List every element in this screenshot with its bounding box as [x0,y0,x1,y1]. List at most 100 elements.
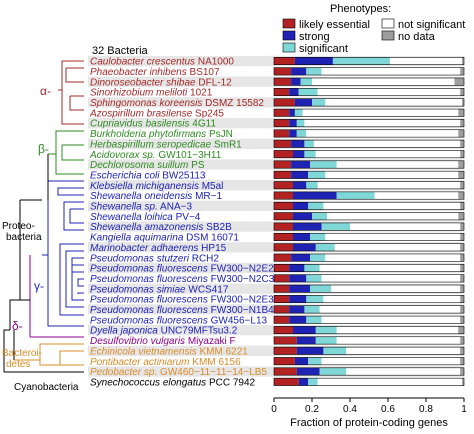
row-label-genus: Desulfovibrio vulgaris [90,336,185,347]
row-label-genus: Pontibacter actiniarum [90,357,190,368]
bar-segment-significant [306,295,324,303]
row-label-strain: PCC 7942 [206,377,255,388]
bar-segment-not-significant [325,98,463,107]
bar-segment-likely-essential [274,202,293,210]
bar-segment-not-significant [336,326,459,334]
row-label: Pseudomonas fluorescens FW300−N1B4 [90,305,274,316]
row-label-genus: Pseudomonas fluorescens [90,305,208,316]
bar-segment-strong [289,305,305,314]
chart-row: Acidovorax sp. GW101−3H11 [89,150,465,161]
legend: Phenotypes: likely essential strong sign… [282,3,465,55]
bar-segment-no-data [458,191,464,200]
row-label-strain: GW101−3H11 [156,150,222,161]
bar-segment-significant [312,212,328,220]
bar-segment-significant [321,222,350,231]
bar-segment-strong [289,88,299,96]
bar-segment-no-data [462,378,464,386]
bar-segment-significant [298,88,318,96]
bar-segment-likely-essential [274,347,297,355]
row-label-genus: Phaeobacter inhibens [90,67,187,78]
bar-segment-not-significant [321,274,461,283]
bar-segment-strong [289,316,307,324]
bar-segment-significant [306,67,322,76]
bar-segment-strong [291,171,309,179]
bar-segment-significant [296,129,307,138]
bar-segment-strong [293,212,312,220]
bar-segment-strong [291,67,307,76]
row-label-strain: RCH2 [189,253,219,264]
bar-segment-likely-essential [274,253,292,262]
bar-segment-no-data [460,305,464,314]
bar-segment-likely-essential [274,316,290,324]
bar-segment-not-significant [321,67,461,76]
bar-outline [273,377,465,386]
bar-segment-strong [293,243,316,251]
row-label: Desulfovibrio vulgaris Miyazaki F [90,336,236,347]
clade-label-proteo: Proteo- [2,221,35,232]
bar-outline [273,119,465,128]
row-label-strain: PsJN [206,129,233,140]
bar-segment-significant [310,160,337,169]
bar-segment-significant [315,326,337,334]
bar-segment-likely-essential [274,129,290,138]
row-label-genus: Pseudomonas fluorescens [90,264,208,275]
row-label-genus: Marinobacter adhaerens [90,243,198,254]
row-label: Echinicola vietnamensis KMM 6221 [90,346,248,357]
x-tick-label: 1 [461,404,467,415]
row-label: Phaeobacter inhibens BS107 [90,67,220,78]
bar-segment-not-significant [321,357,461,365]
legend-swatch-no-data [381,30,395,41]
bar-outline [273,315,465,324]
bar-segment-likely-essential [274,285,290,293]
bar-segment-strong [294,57,333,65]
bar-segment-strong [289,119,297,127]
bar-segment-no-data [460,274,464,283]
bar-outline [273,253,465,262]
row-label-strain: UNC79MFTsu3.2 [158,326,238,337]
bar-outline [273,88,465,97]
bar-outline [273,191,465,200]
bar-segment-not-significant [317,181,461,189]
bar-segment-no-data [462,57,464,65]
bar-segment-not-significant [306,129,459,138]
x-tick-label: 0.8 [419,404,433,415]
bar-segment-likely-essential [274,57,295,65]
chart-row: Burkholderia phytofirmans PsJN [90,129,465,140]
chart-row: Pseudomonas fluorescens FW300−N2E2 [88,262,465,275]
row-label: Sinorhizobium meliloti 1021 [90,88,213,99]
row-label: Sphingomonas koreensis DSMZ 15582 [90,98,264,109]
bar-segment-no-data [460,150,464,158]
row-label-genus: Pseudomonas simiae [90,284,186,295]
row-label-genus: Pseudomonas stutzeri [90,253,190,264]
row-label: Herbaspirillum seropedicae SmR1 [90,139,242,150]
row-label-strain: MR−1 [192,191,222,202]
bar-segment-significant [294,109,303,117]
legend-swatch-likely-essential [282,18,296,29]
bar-segment-strong [296,367,320,376]
row-label-strain: WCS417 [186,284,229,295]
bar-segment-likely-essential [274,181,293,189]
legend-swatch-significant [282,42,296,53]
bar-segment-significant [308,378,318,386]
bar-segment-significant [304,140,314,148]
bar-segment-not-significant [323,202,461,210]
row-label-strain: Miyazaki F [185,336,236,347]
row-label: Azospirillum brasilense Sp245 [89,108,224,119]
bar-segment-significant [304,264,320,272]
row-label-genus: Pseudomonas fluorescens [90,295,208,306]
bar-segment-no-data [460,202,464,210]
chart-row: Shewanella loihica PV−4 [90,212,465,223]
bar-segment-not-significant [389,57,463,65]
bar-segment-likely-essential [274,150,293,158]
row-label-strain: Sp245 [192,108,224,119]
bar-segment-no-data [454,78,464,86]
bar-segment-likely-essential [274,336,297,345]
bar-segment-strong [293,150,305,158]
legend-label-significant: significant [299,43,348,55]
bar-segment-significant [306,274,322,283]
chart-row: Sinorhizobium meliloti 1021 [90,88,465,99]
chart-row: Pseudomonas simiae WCS417 [88,283,465,295]
legend-item-strong: strong [282,30,330,43]
row-label-strain: ANA−3 [158,202,193,213]
bar-segment-significant [310,253,326,262]
